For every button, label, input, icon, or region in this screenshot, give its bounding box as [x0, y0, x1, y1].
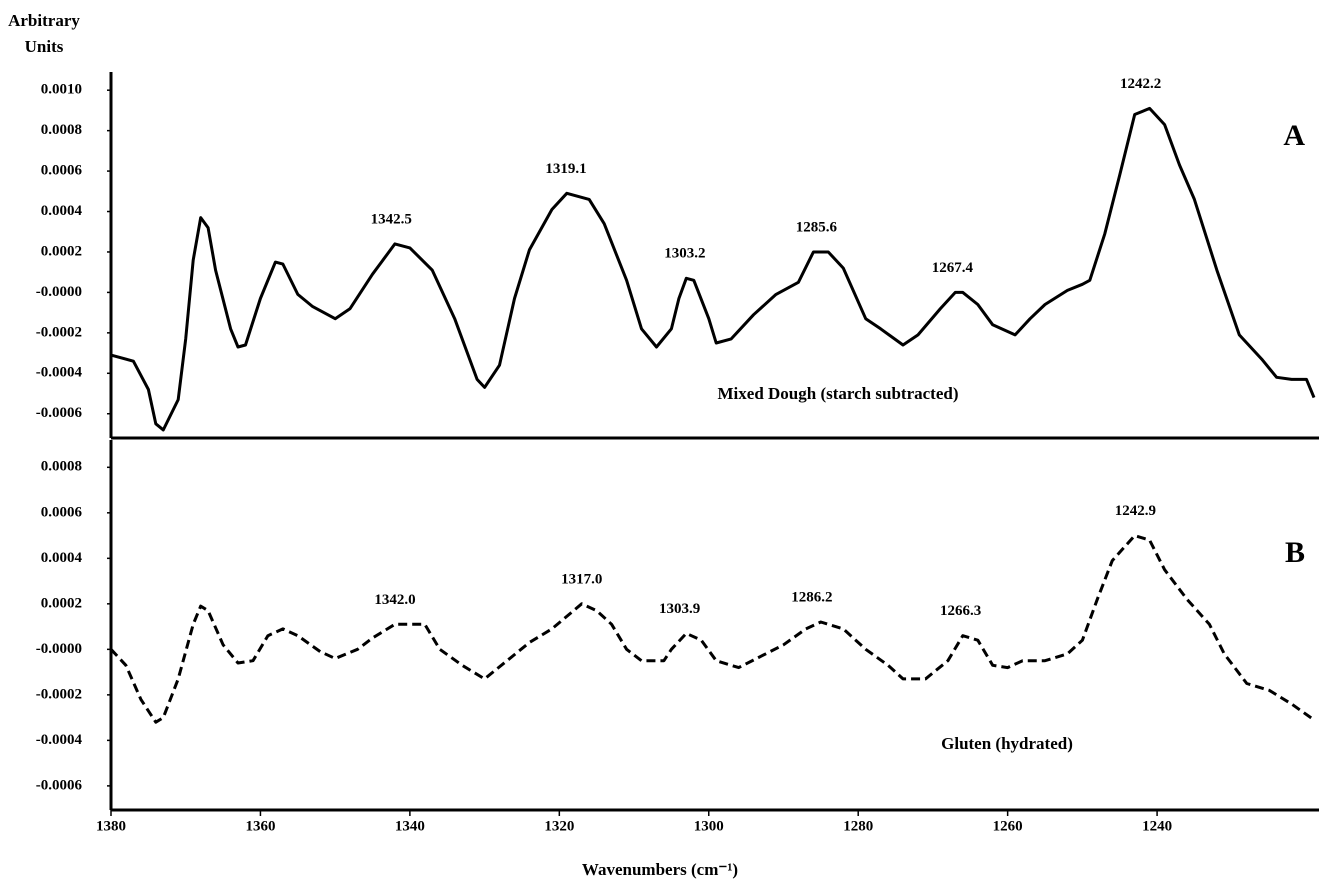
peak-label: 1303.9: [659, 601, 700, 617]
x-tick-label: 1340: [395, 818, 425, 834]
y-tick-label: 0.0008: [41, 122, 82, 138]
data-line: [109, 534, 1315, 724]
data-line: [110, 106, 1316, 432]
y-tick-label: -0.0004: [36, 732, 83, 748]
x-tick-label: 1240: [1142, 818, 1172, 834]
x-tick-label: 1280: [843, 818, 873, 834]
y-tick-label: -0.0000: [36, 284, 82, 300]
x-tick-label: 1260: [993, 818, 1023, 834]
peak-label: 1266.3: [940, 603, 981, 619]
y-axis-label: Arbitrary Units: [8, 11, 80, 56]
panel-label: B: [1285, 536, 1305, 569]
peak-label: 1267.4: [932, 260, 974, 276]
peak-label: 1342.0: [374, 592, 415, 608]
y-tick-label: 0.0004: [41, 203, 83, 219]
x-tick-label: 1380: [96, 818, 126, 834]
y-tick-label: 0.0002: [41, 595, 82, 611]
y-tick-label: 0.0002: [41, 243, 82, 259]
y-tick-label: -0.0006: [36, 405, 83, 421]
x-tick-label: 1360: [245, 818, 275, 834]
y-tick-label: -0.0004: [36, 365, 83, 381]
peak-label: 1242.2: [1120, 76, 1161, 92]
x-axis-label: Wavenumbers (cm⁻¹): [582, 860, 738, 879]
y-tick-label: -0.0006: [36, 777, 83, 793]
y-tick-label: -0.0002: [36, 686, 82, 702]
peak-label: 1319.1: [545, 161, 586, 177]
x-tick-label: 1320: [544, 818, 574, 834]
y-tick-label: -0.0000: [36, 641, 82, 657]
peak-label: 1317.0: [561, 571, 602, 587]
peak-label: 1242.9: [1115, 503, 1156, 519]
y-tick-label: 0.0006: [41, 504, 83, 520]
y-tick-label: -0.0002: [36, 324, 82, 340]
y-tick-label: 0.0008: [41, 459, 82, 475]
y-tick-label: 0.0010: [41, 82, 82, 98]
y-tick-label: 0.0004: [41, 550, 83, 566]
panel-label: A: [1283, 119, 1305, 152]
peak-label: 1285.6: [796, 219, 838, 235]
series-label: Mixed Dough (starch subtracted): [718, 384, 959, 403]
peak-label: 1342.5: [371, 211, 412, 227]
y-tick-label: 0.0006: [41, 163, 83, 179]
peak-label: 1286.2: [791, 589, 832, 605]
series-label: Gluten (hydrated): [941, 734, 1073, 753]
peak-label: 1303.2: [664, 246, 705, 262]
x-tick-label: 1300: [694, 818, 724, 834]
